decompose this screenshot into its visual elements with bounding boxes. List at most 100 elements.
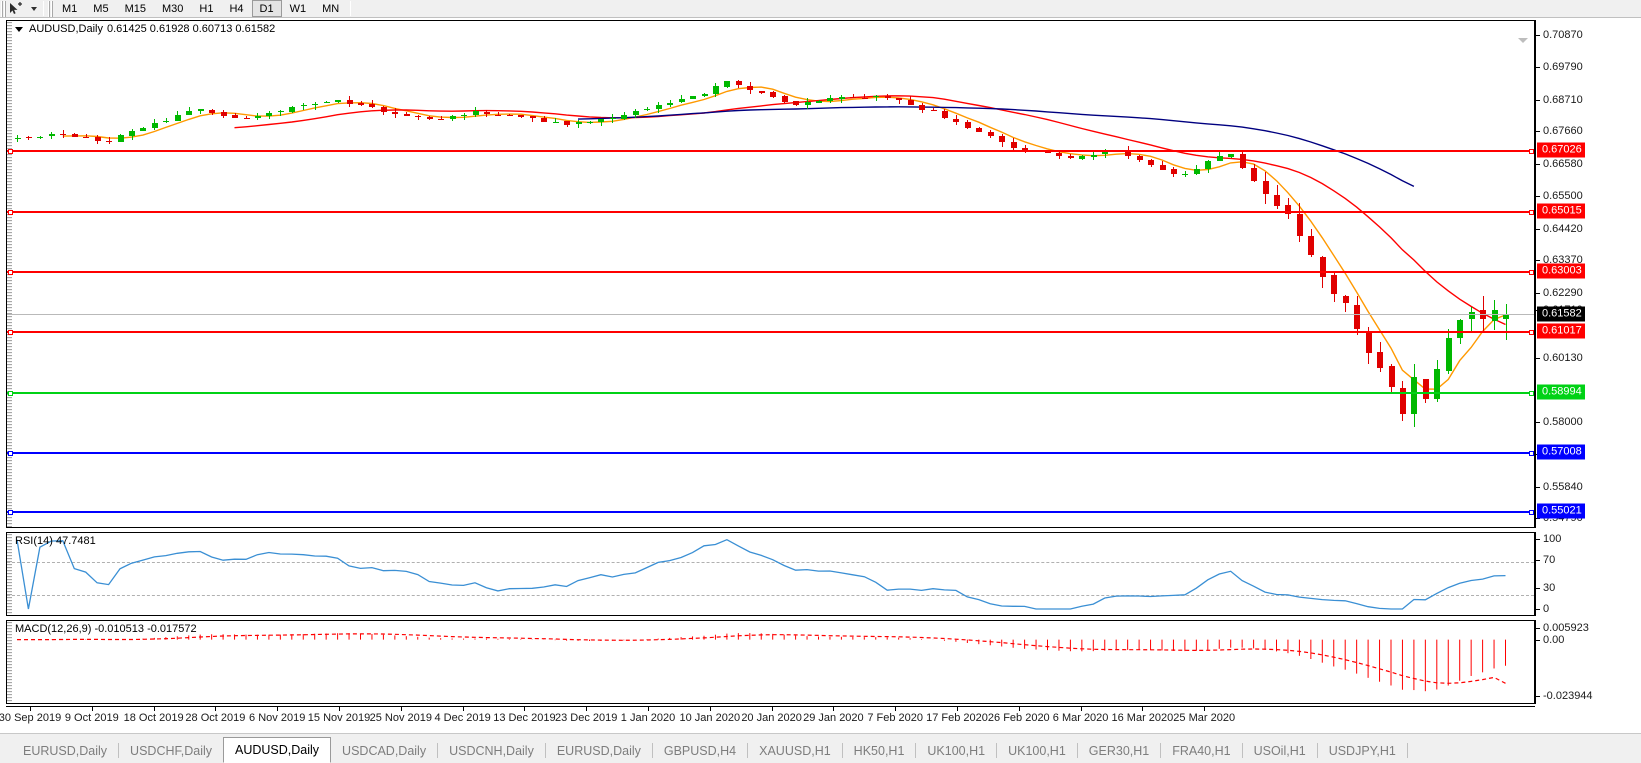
tab-divider <box>1316 743 1318 758</box>
level-line-handle[interactable] <box>8 510 13 516</box>
chart-tabs-bar[interactable]: EURUSD,Daily USDCHF,Daily AUDUSD,Daily USDC… <box>0 733 1641 763</box>
level-line-0.61017[interactable] <box>7 330 1534 336</box>
level-line-handle[interactable] <box>8 390 13 396</box>
level-price-tag[interactable]: 0.55021 <box>1537 503 1585 519</box>
date-tick-label: 9 Oct 2019 <box>64 712 119 724</box>
candle <box>529 21 536 527</box>
level-line-0.67026[interactable] <box>7 149 1534 155</box>
collapse-caret-icon[interactable] <box>15 26 23 32</box>
candle <box>999 21 1006 527</box>
level-price-tag[interactable]: 0.57008 <box>1537 444 1585 460</box>
chart-tab-usdchf-daily[interactable]: USDCHF,Daily <box>130 744 212 758</box>
price-tick <box>1536 163 1540 165</box>
candle <box>919 21 926 527</box>
candle <box>1102 21 1109 527</box>
level-price-tag[interactable]: 0.67026 <box>1537 142 1585 158</box>
date-tick <box>30 707 31 711</box>
timeframe-group-handle[interactable] <box>48 0 54 17</box>
candle <box>438 21 445 527</box>
candle <box>587 21 594 527</box>
timeframe-d1[interactable]: D1 <box>251 0 282 17</box>
chart-area[interactable]: AUDUSD,Daily 0.61425 0.61928 0.60713 0.6… <box>0 18 1641 731</box>
price-tick-label: 0.64420 <box>1543 222 1583 235</box>
chart-tab-audusd-daily[interactable]: AUDUSD,Daily <box>223 737 332 763</box>
level-line-anchor[interactable] <box>1529 450 1534 456</box>
level-line-anchor[interactable] <box>1529 270 1534 276</box>
macd-axis: 0.005923 0.00 -0.023944 <box>1535 620 1641 704</box>
timeframe-m15[interactable]: M15 <box>124 2 146 15</box>
level-price-tag[interactable]: 0.63003 <box>1537 263 1585 279</box>
level-line-anchor[interactable] <box>1529 330 1534 336</box>
timeframe-w1[interactable]: W1 <box>289 2 307 15</box>
candle <box>174 21 181 527</box>
level-line-0.63003[interactable] <box>7 270 1534 276</box>
timeframe-buttons: M1 M5 M15 M30 H1 H4 D1 W1 MN <box>54 0 347 18</box>
chevron-down-icon[interactable] <box>27 1 40 17</box>
level-line-anchor[interactable] <box>1529 390 1534 396</box>
level-price-tag[interactable]: 0.61017 <box>1537 323 1585 339</box>
chart-tab-usdcad-daily[interactable]: USDCAD,Daily <box>342 744 427 758</box>
candle <box>1296 21 1303 527</box>
price-chart-panel[interactable]: AUDUSD,Daily 0.61425 0.61928 0.60713 0.6… <box>6 20 1535 528</box>
timeframe-m1[interactable]: M1 <box>62 2 78 15</box>
candle <box>37 21 44 527</box>
date-axis[interactable]: 30 Sep 2019 9 Oct 2019 18 Oct 2019 28 Oct 2… <box>0 706 1535 730</box>
crosshair-cursor-icon[interactable] <box>7 1 27 17</box>
timeframe-h1[interactable]: H1 <box>199 2 214 15</box>
level-line-anchor[interactable] <box>1529 510 1534 516</box>
candle <box>60 21 67 527</box>
chart-tab-uk100-h1[interactable]: UK100,H1 <box>1008 744 1066 758</box>
level-line-handle[interactable] <box>8 330 13 336</box>
candle <box>151 21 158 527</box>
level-line-anchor[interactable] <box>1529 149 1534 155</box>
level-price-tag[interactable]: 0.58994 <box>1537 384 1585 400</box>
rsi-indicator-panel[interactable]: RSI(14) 47.7481 <box>6 532 1535 616</box>
rsi-panel-scroll-grip[interactable] <box>7 533 12 615</box>
chart-tab-eurusd-daily[interactable]: EURUSD,Daily <box>23 744 108 758</box>
level-line-0.55021[interactable] <box>7 510 1534 516</box>
level-line-0.57008[interactable] <box>7 450 1534 456</box>
level-line-handle[interactable] <box>8 149 13 155</box>
candle <box>770 21 777 527</box>
candle <box>1422 21 1429 527</box>
price-tick-label: 0.62290 <box>1543 286 1583 299</box>
level-line-handle[interactable] <box>8 450 13 456</box>
toolbar-drag-handle[interactable] <box>1 0 7 17</box>
level-line-anchor[interactable] <box>1529 209 1534 215</box>
level-line-0.58994[interactable] <box>7 390 1534 396</box>
chart-tab-usdjpy-h1[interactable]: USDJPY,H1 <box>1328 744 1396 758</box>
price-axis[interactable]: 0.70870 0.69790 0.68710 0.67660 0.66580 0.655… <box>1535 20 1641 528</box>
date-tick <box>462 707 464 711</box>
price-tick <box>1536 260 1540 262</box>
level-line-handle[interactable] <box>8 209 13 215</box>
macd-indicator-panel[interactable]: MACD(12,26,9) -0.010513 -0.017572 <box>6 620 1535 704</box>
chart-tab-fra40-h1[interactable]: FRA40,H1 <box>1172 744 1231 758</box>
macd-panel-scroll-grip[interactable] <box>7 621 12 703</box>
chart-tab-ger30-h1[interactable]: GER30,H1 <box>1088 744 1150 758</box>
level-line-handle[interactable] <box>8 270 13 276</box>
chart-tab-hk50-h1[interactable]: HK50,H1 <box>853 744 905 758</box>
price-tick <box>1536 486 1540 488</box>
date-tick-label: 29 Jan 2020 <box>803 712 864 724</box>
chart-tab-uk100-h1[interactable]: UK100,H1 <box>927 744 986 758</box>
chart-tab-xauusd-h1[interactable]: XAUUSD,H1 <box>759 744 831 758</box>
candle <box>289 21 296 527</box>
timeframe-m30[interactable]: M30 <box>161 2 184 15</box>
level-price-tag[interactable]: 0.65015 <box>1537 203 1585 219</box>
rsi-tick-label: 0 <box>1543 603 1550 615</box>
chart-tab-usoil-h1[interactable]: USOil,H1 <box>1253 744 1306 758</box>
timeframe-mn[interactable]: MN <box>322 2 340 15</box>
timeframe-m5[interactable]: M5 <box>93 2 109 15</box>
timeframe-h4[interactable]: H4 <box>229 2 244 15</box>
candle <box>953 21 960 527</box>
candle <box>1491 21 1498 527</box>
chart-tab-gbpusd-h4[interactable]: GBPUSD,H4 <box>663 744 737 758</box>
chart-tab-eurusd-daily[interactable]: EURUSD,Daily <box>556 744 641 758</box>
rsi-line-series <box>16 538 1506 610</box>
candle <box>827 21 834 527</box>
date-tick <box>895 707 897 711</box>
chart-tab-usdcnh-daily[interactable]: USDCNH,Daily <box>449 744 534 758</box>
candle <box>1262 21 1269 527</box>
date-tick <box>648 707 649 711</box>
level-line-0.65015[interactable] <box>7 209 1534 215</box>
